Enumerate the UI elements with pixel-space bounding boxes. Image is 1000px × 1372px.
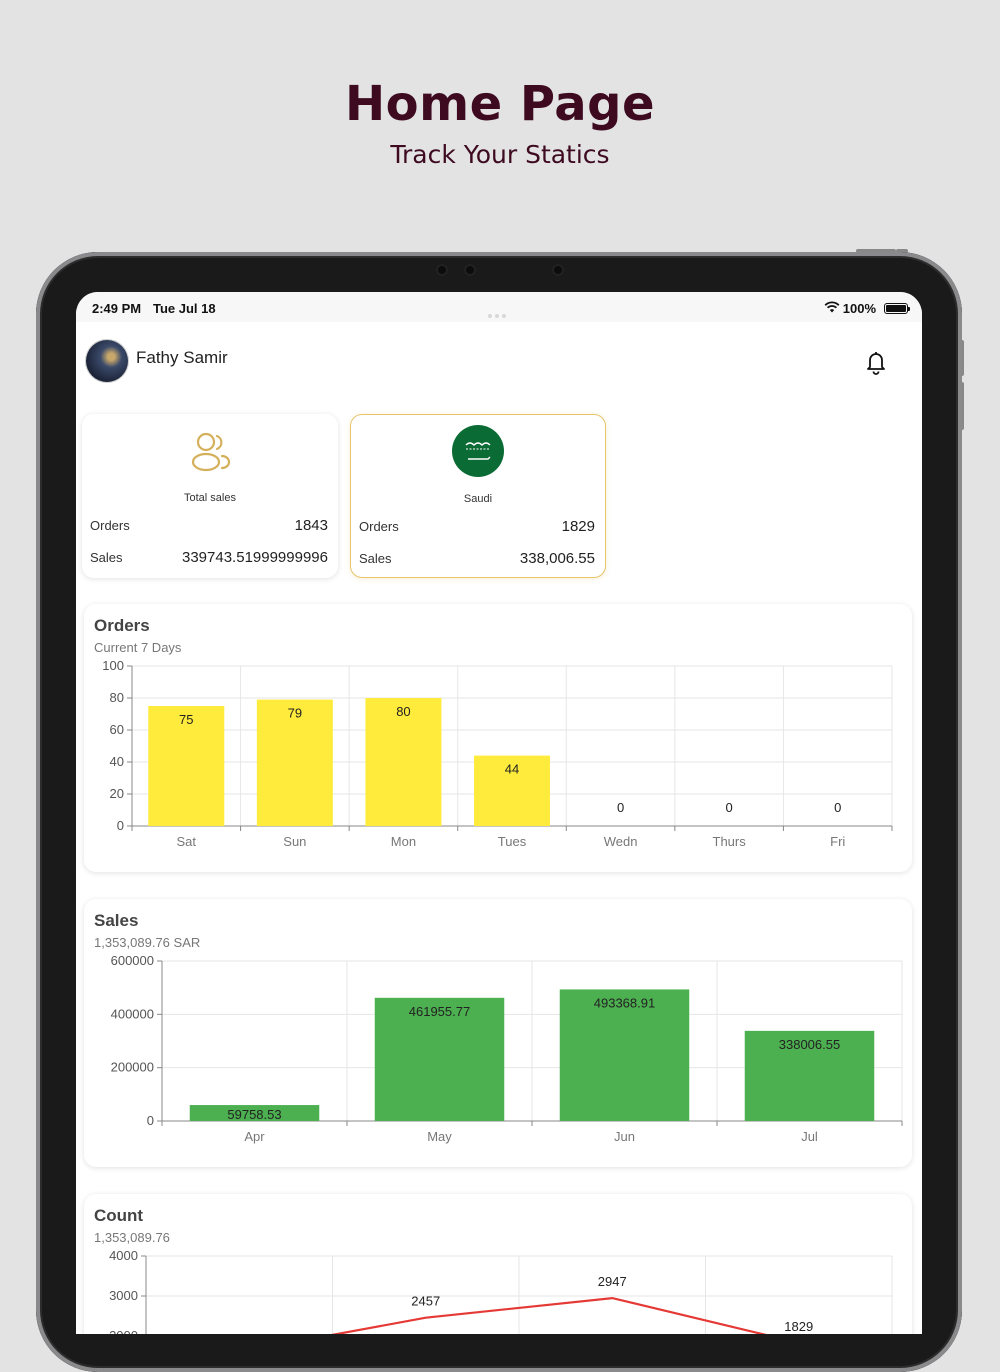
bar bbox=[148, 706, 225, 826]
bar-value-label: 0 bbox=[617, 800, 624, 815]
camera-icon bbox=[436, 264, 448, 276]
y-tick-label: 0 bbox=[147, 1113, 154, 1128]
device-button bbox=[960, 340, 964, 376]
saudi-card[interactable]: Saudi Orders 1829 Sales 338,006.55 bbox=[350, 414, 606, 578]
bell-icon[interactable] bbox=[862, 348, 890, 376]
bar-value-label: 338006.55 bbox=[779, 1037, 840, 1052]
status-date: Tue Jul 18 bbox=[153, 301, 216, 316]
sales-value: 338,006.55 bbox=[519, 550, 595, 567]
total-sales-card[interactable]: Total sales Orders 1843 Sales 339743.519… bbox=[82, 414, 338, 578]
orders-label: Orders bbox=[359, 519, 399, 534]
x-tick-label: Sat bbox=[177, 834, 197, 849]
x-tick-label: Sun bbox=[283, 834, 306, 849]
x-tick-label: Thurs bbox=[713, 834, 747, 849]
bar bbox=[189, 1105, 320, 1121]
bar-value-label: 493368.91 bbox=[594, 995, 655, 1010]
y-tick-label: 20 bbox=[110, 786, 124, 801]
chart-subtitle: 1,353,089.76 SAR bbox=[94, 935, 201, 950]
orders-bar-chart: 100 80 60 40 20 0 75 Sat 79 Sun 80 Mon 44 Tues 0 Wedn 0 T… bbox=[102, 658, 893, 849]
point-value-label: 2947 bbox=[598, 1274, 627, 1289]
chart-title: Orders bbox=[94, 616, 150, 635]
battery-percent: 100% bbox=[842, 301, 876, 316]
y-tick-label: 40 bbox=[110, 754, 124, 769]
sales-value: 339743.51999999996 bbox=[182, 549, 328, 566]
chart-title: Count bbox=[94, 1206, 144, 1225]
sales-bar-chart: 600000 400000 200000 0 59758.53 Apr 461955.77 M… bbox=[111, 953, 903, 1144]
device-button bbox=[896, 249, 908, 253]
avatar[interactable] bbox=[86, 340, 128, 382]
series-line bbox=[331, 1296, 767, 1334]
bar-value-label: 0 bbox=[834, 800, 841, 815]
chart-subtitle: 1,353,089.76 bbox=[94, 1230, 170, 1245]
y-tick-label: 400000 bbox=[111, 1006, 154, 1021]
orders-value: 1843 bbox=[294, 517, 328, 534]
x-tick-label: May bbox=[427, 1129, 452, 1144]
y-tick-label: 0 bbox=[117, 818, 124, 833]
camera-icon bbox=[552, 264, 564, 276]
sales-label: Sales bbox=[359, 551, 392, 566]
saudi-flag-icon bbox=[452, 425, 504, 477]
stat-card-label: Total sales bbox=[184, 492, 236, 504]
camera-icon bbox=[464, 264, 476, 276]
chart-subtitle: Current 7 Days bbox=[94, 640, 182, 655]
bar-value-label: 79 bbox=[288, 706, 302, 721]
app-screen: 2:49 PM Tue Jul 18 100% Fathy Samir Tota… bbox=[76, 292, 922, 1334]
y-tick-label: 600000 bbox=[111, 953, 154, 968]
orders-chart-card: Orders Current 7 Days 100 80 60 40 20 0 75 Sat 7… bbox=[84, 604, 912, 872]
y-tick-label: 60 bbox=[110, 722, 124, 737]
y-tick-label: 2000 bbox=[109, 1328, 138, 1334]
bar bbox=[559, 989, 690, 1121]
y-tick-label: 100 bbox=[102, 658, 124, 673]
promo-subtitle: Track Your Statics bbox=[390, 140, 610, 169]
bar-value-label: 80 bbox=[396, 704, 410, 719]
count-line-chart: 4000 3000 2000 2457 2947 1829 bbox=[109, 1248, 893, 1334]
bar-value-label: 59758.53 bbox=[227, 1107, 281, 1122]
y-tick-label: 3000 bbox=[109, 1288, 138, 1303]
bar bbox=[365, 698, 442, 826]
battery-icon bbox=[884, 303, 910, 314]
x-tick-label: Wedn bbox=[604, 834, 638, 849]
y-tick-label: 4000 bbox=[109, 1248, 138, 1263]
bar bbox=[744, 1030, 875, 1121]
bar-value-label: 44 bbox=[505, 762, 519, 777]
sales-chart-card: Sales 1,353,089.76 SAR 600000 400000 20000… bbox=[84, 899, 912, 1167]
status-time: 2:49 PM bbox=[92, 301, 142, 316]
x-tick-label: Fri bbox=[830, 834, 845, 849]
bar-value-label: 75 bbox=[179, 712, 193, 727]
users-icon bbox=[191, 432, 231, 472]
y-tick-label: 80 bbox=[110, 690, 124, 705]
x-tick-label: Jun bbox=[614, 1129, 635, 1144]
chart-title: Sales bbox=[94, 911, 139, 930]
x-tick-label: Mon bbox=[391, 834, 416, 849]
multitasking-dots-icon[interactable] bbox=[488, 306, 510, 318]
orders-label: Orders bbox=[90, 518, 130, 533]
bar bbox=[374, 997, 505, 1121]
promo-title: Home Page bbox=[344, 76, 656, 132]
point-value-label: 2457 bbox=[411, 1294, 440, 1309]
wifi-icon bbox=[824, 301, 840, 313]
x-tick-label: Tues bbox=[498, 834, 527, 849]
sales-label: Sales bbox=[90, 550, 123, 565]
bar bbox=[474, 755, 550, 826]
bar-value-label: 0 bbox=[726, 800, 733, 815]
orders-value: 1829 bbox=[561, 518, 595, 535]
y-tick-label: 200000 bbox=[111, 1060, 154, 1075]
stat-card-label: Saudi bbox=[463, 493, 493, 505]
status-bar: 2:49 PM Tue Jul 18 100% bbox=[76, 292, 922, 322]
x-tick-label: Jul bbox=[801, 1129, 818, 1144]
user-name: Fathy Samir bbox=[136, 348, 228, 367]
point-value-label: 1829 bbox=[784, 1319, 813, 1334]
device-button bbox=[856, 249, 896, 253]
count-chart-card: Count 1,353,089.76 4000 3000 2000 2457 2947 1… bbox=[84, 1194, 912, 1334]
bar bbox=[256, 699, 333, 826]
device-button bbox=[960, 382, 964, 430]
x-tick-label: Apr bbox=[244, 1129, 265, 1144]
bar-value-label: 461955.77 bbox=[409, 1004, 470, 1019]
